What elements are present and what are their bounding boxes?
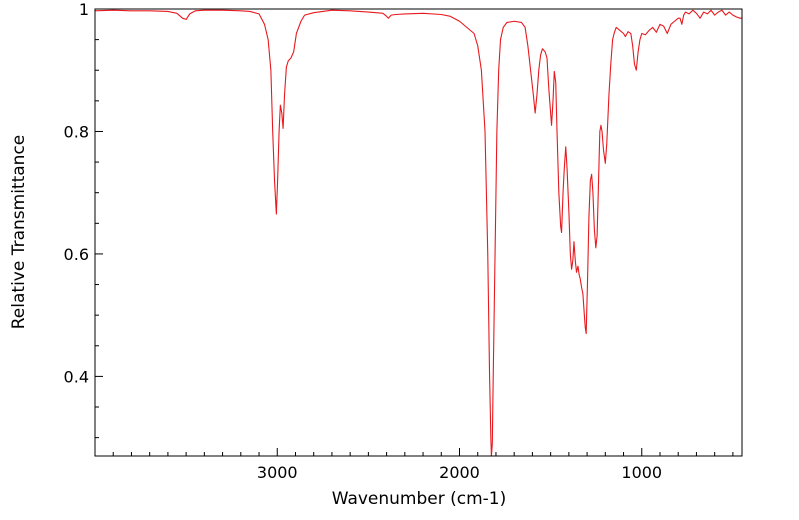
y-tick-label: 1 (79, 0, 89, 19)
x-tick-label: 1000 (621, 463, 662, 482)
ticks-layer: 3000 2000 1000 1 0.8 0.6 0.4 (64, 0, 734, 482)
data-layer (94, 9, 742, 457)
y-tick-label: 0.4 (64, 367, 89, 386)
x-axis-title: Wavenumber (cm-1) (332, 489, 507, 509)
y-tick-label: 0.6 (64, 245, 89, 264)
x-tick-label: 3000 (257, 463, 298, 482)
spectrum-line-series-0 (94, 9, 742, 457)
y-tick-label: 0.8 (64, 122, 89, 141)
y-axis-title: Relative Transmittance (9, 135, 29, 330)
plot-area-frame (94, 8, 743, 457)
x-tick-label: 2000 (439, 463, 480, 482)
